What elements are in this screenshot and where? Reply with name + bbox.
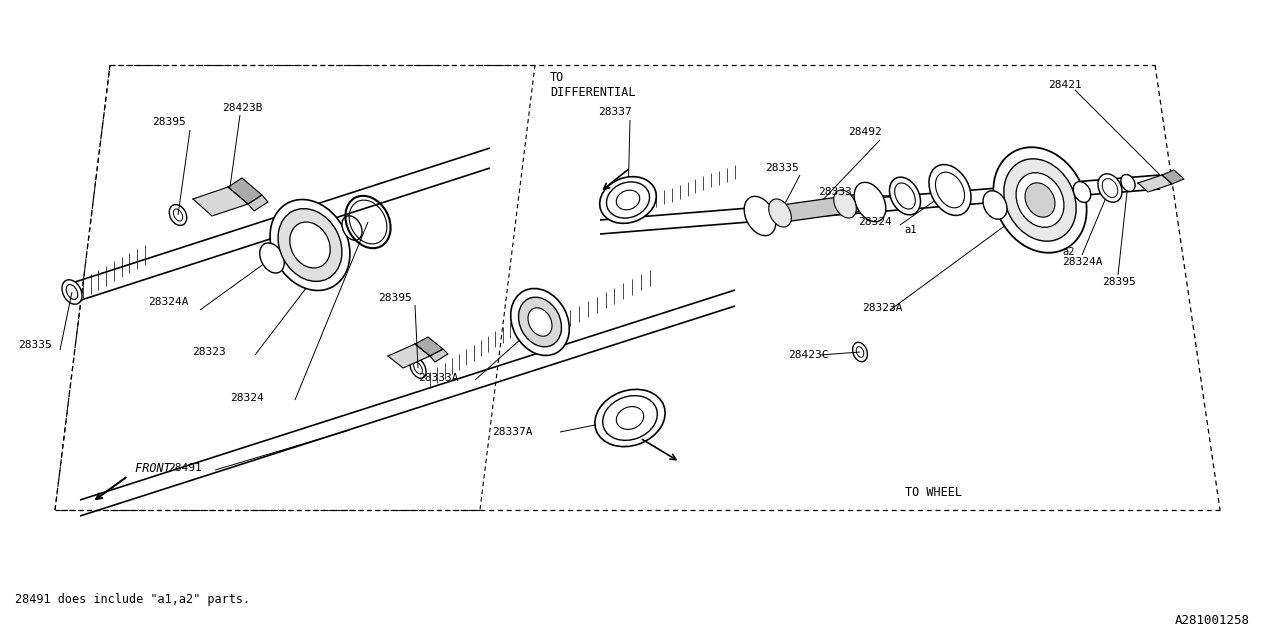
Ellipse shape — [1121, 175, 1135, 191]
Text: 28395: 28395 — [378, 293, 412, 303]
Polygon shape — [430, 349, 448, 362]
Ellipse shape — [854, 182, 886, 221]
Text: 28333: 28333 — [818, 187, 851, 197]
Text: TO WHEEL: TO WHEEL — [905, 486, 963, 499]
Text: 28395: 28395 — [1102, 277, 1135, 287]
Text: 28421: 28421 — [1048, 80, 1082, 90]
Text: 28324A: 28324A — [1062, 257, 1102, 267]
Ellipse shape — [1073, 182, 1091, 202]
Ellipse shape — [278, 209, 342, 282]
Ellipse shape — [993, 147, 1087, 253]
Ellipse shape — [607, 182, 649, 218]
Text: 28324A: 28324A — [148, 297, 188, 307]
Polygon shape — [415, 337, 443, 356]
Ellipse shape — [595, 389, 666, 447]
Text: 28492: 28492 — [849, 127, 882, 137]
Ellipse shape — [61, 280, 82, 304]
Text: 28337: 28337 — [598, 107, 632, 117]
Ellipse shape — [1102, 179, 1117, 197]
Ellipse shape — [890, 177, 920, 215]
Ellipse shape — [1004, 159, 1076, 241]
Ellipse shape — [289, 222, 330, 268]
Ellipse shape — [603, 396, 658, 440]
Polygon shape — [248, 195, 268, 211]
Ellipse shape — [769, 199, 791, 227]
Ellipse shape — [173, 209, 183, 221]
Polygon shape — [388, 344, 430, 368]
Ellipse shape — [511, 289, 570, 355]
Text: 28337A: 28337A — [492, 427, 532, 437]
Ellipse shape — [895, 183, 915, 209]
Ellipse shape — [529, 308, 552, 336]
Text: 28491: 28491 — [168, 463, 202, 473]
Ellipse shape — [744, 196, 776, 236]
Ellipse shape — [342, 216, 362, 240]
Polygon shape — [1138, 175, 1172, 192]
Ellipse shape — [852, 342, 868, 362]
Polygon shape — [228, 178, 262, 204]
Text: TO
DIFFERENTIAL: TO DIFFERENTIAL — [550, 71, 635, 99]
Ellipse shape — [616, 190, 640, 210]
Ellipse shape — [260, 243, 284, 273]
Ellipse shape — [518, 297, 562, 347]
Ellipse shape — [600, 177, 657, 223]
Ellipse shape — [270, 200, 349, 291]
Ellipse shape — [936, 172, 965, 208]
Ellipse shape — [833, 190, 856, 218]
Text: 28324: 28324 — [858, 217, 892, 227]
Text: 28491 does include "a1,a2" parts.: 28491 does include "a1,a2" parts. — [15, 593, 250, 607]
Ellipse shape — [1098, 174, 1123, 202]
Text: a2: a2 — [1062, 247, 1074, 257]
Ellipse shape — [1025, 183, 1055, 217]
Polygon shape — [1162, 170, 1184, 184]
Ellipse shape — [983, 191, 1007, 220]
Ellipse shape — [616, 406, 644, 429]
Ellipse shape — [1016, 173, 1064, 227]
Ellipse shape — [856, 347, 864, 357]
Text: 28324: 28324 — [230, 393, 264, 403]
Text: a1: a1 — [904, 225, 916, 235]
Text: 28335: 28335 — [18, 340, 51, 350]
Ellipse shape — [67, 285, 78, 300]
Polygon shape — [760, 194, 870, 224]
Text: 28323: 28323 — [192, 347, 225, 357]
Text: 28395: 28395 — [152, 117, 186, 127]
Text: A281001258: A281001258 — [1175, 614, 1251, 627]
Text: 28335: 28335 — [765, 163, 799, 173]
Ellipse shape — [929, 164, 972, 216]
Ellipse shape — [169, 205, 187, 225]
Ellipse shape — [410, 358, 426, 378]
Ellipse shape — [413, 362, 422, 374]
Text: 28323A: 28323A — [861, 303, 902, 313]
Text: 28423B: 28423B — [221, 103, 262, 113]
Text: FRONT: FRONT — [128, 462, 170, 475]
Text: 28333A: 28333A — [419, 373, 458, 383]
Text: 28423C: 28423C — [788, 350, 828, 360]
Polygon shape — [193, 187, 248, 216]
